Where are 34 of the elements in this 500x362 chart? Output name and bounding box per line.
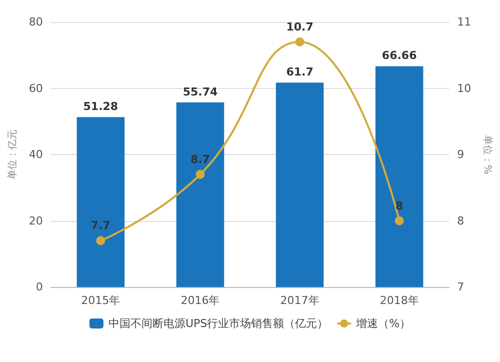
y-tick-label: 80 [28, 16, 43, 28]
x-tick-label: 2015年 [81, 294, 120, 307]
y2-axis-title: 单位：% [482, 134, 494, 174]
data-label: 66.66 [382, 49, 418, 62]
y2-tick-label: 7 [457, 280, 464, 294]
point [295, 37, 304, 46]
data-label: 51.28 [83, 100, 118, 114]
y2-tick-label: 9 [457, 148, 464, 161]
bar [76, 117, 125, 287]
y2-tick-label: 11 [457, 16, 472, 28]
y-axis-title: 单位：亿元 [6, 130, 18, 180]
data-label: 10.7 [286, 20, 314, 34]
y-tick-label: 60 [28, 82, 43, 95]
legend-label: 中国不间断电源UPS行业市场销售额（亿元） [108, 317, 328, 330]
bar [276, 82, 324, 287]
bar [375, 66, 424, 287]
x-tick-label: 2018年 [380, 294, 419, 307]
data-label: 8 [396, 199, 404, 212]
y-tick-label: 20 [28, 214, 43, 228]
y2-tick-label: 8 [457, 214, 464, 228]
point [196, 170, 205, 179]
data-label: 7.7 [90, 219, 110, 232]
point [394, 216, 404, 226]
legend-label: 增速（%） [355, 317, 411, 330]
bar [176, 102, 224, 287]
y2-tick-label: 10 [457, 82, 472, 95]
y-tick-label: 0 [36, 280, 43, 294]
data-label: 55.74 [182, 85, 218, 98]
data-label: 8.7 [190, 152, 210, 166]
data-label: 61.7 [286, 66, 314, 79]
x-tick-label: 2016年 [180, 294, 220, 307]
x-tick-label: 2017年 [280, 294, 320, 307]
point [96, 236, 106, 246]
y-tick-label: 40 [28, 148, 43, 161]
